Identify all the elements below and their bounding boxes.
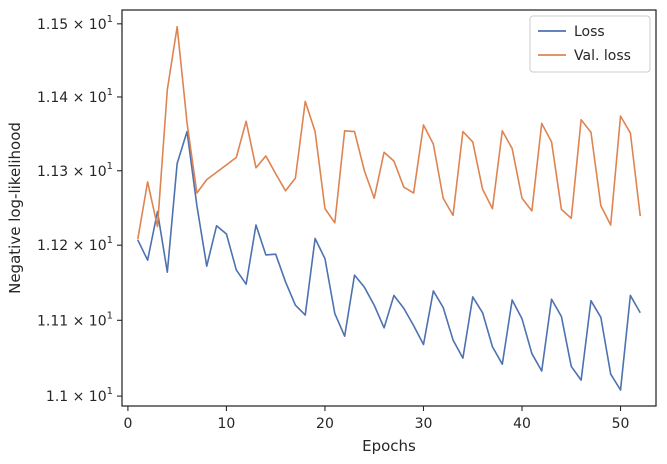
legend-label-1: Loss	[574, 24, 605, 40]
x-tick-label: 50	[612, 416, 630, 432]
x-tick-label: 0	[123, 416, 132, 432]
series-layer	[136, 25, 642, 391]
series-line-1	[137, 130, 641, 391]
y-tick-label: 1.14 × 101	[37, 87, 113, 106]
x-tick-label: 40	[513, 416, 531, 432]
series-line-2	[136, 25, 642, 240]
y-tick-label: 1.11 × 101	[37, 310, 113, 329]
legend: Loss Val. loss	[529, 15, 651, 73]
y-tick-label: 1.12 × 101	[37, 235, 113, 254]
plot-frame	[121, 9, 657, 407]
x-tick-label: 30	[415, 416, 433, 432]
y-tick-label: 1.1 × 101	[46, 386, 113, 405]
x-axis-ticks: 0 10 20 30 40 50	[123, 406, 629, 432]
y-tick-label: 1.15 × 101	[37, 14, 113, 33]
x-tick-label: 10	[218, 416, 236, 432]
x-axis-label: Epochs	[362, 437, 416, 455]
plot-background	[122, 10, 656, 406]
y-axis-ticks: 1.1 × 101 1.11 × 101 1.12 × 101 1.13 × 101 1…	[37, 14, 122, 405]
legend-box	[529, 15, 651, 73]
x-tick-label: 20	[316, 416, 334, 432]
y-axis-label: Negative log-likelihood	[6, 122, 24, 294]
legend-label-2: Val. loss	[574, 48, 631, 64]
y-tick-label: 1.13 × 101	[37, 161, 113, 180]
